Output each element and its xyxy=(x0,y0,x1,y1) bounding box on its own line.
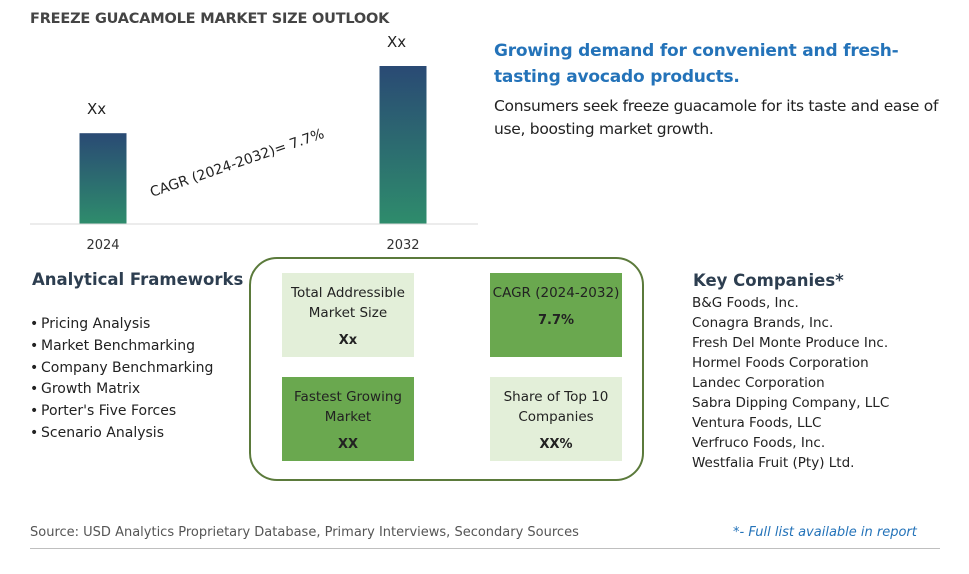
list-item: Sabra Dipping Company, LLC xyxy=(692,395,890,411)
list-item: Market Benchmarking xyxy=(30,336,213,358)
x-tick-label: 2032 xyxy=(386,238,419,253)
tile-value: XX xyxy=(337,437,359,452)
list-item: Porter's Five Forces xyxy=(30,401,213,423)
bar-2024 xyxy=(79,133,127,224)
tam-tile: Total Addressible Market Size Xx xyxy=(282,273,414,357)
tile-label: Share of Top 10 Companies xyxy=(503,389,609,425)
headline-description: Consumers seek freeze guacamole for its … xyxy=(494,97,939,138)
chart-title: FREEZE GUACAMOLE MARKET SIZE OUTLOOK xyxy=(30,11,390,27)
headline: Growing demand for convenient and fresh-… xyxy=(494,41,899,87)
frameworks-list: Pricing Analysis Market Benchmarking Com… xyxy=(30,314,213,445)
list-item: Hormel Foods Corporation xyxy=(692,355,869,371)
list-item: Westfalia Fruit (Pty) Ltd. xyxy=(692,455,855,471)
tile-label: Fastest Growing Market xyxy=(294,389,402,425)
list-item: Landec Corporation xyxy=(692,375,825,391)
tile-value: XX% xyxy=(539,437,573,452)
metrics-panel xyxy=(249,257,644,481)
list-item: B&G Foods, Inc. xyxy=(692,295,799,311)
fastest-market-tile: Fastest Growing Market XX xyxy=(282,377,414,461)
tile-label: CAGR (2024-2032) xyxy=(492,285,620,301)
list-item: Scenario Analysis xyxy=(30,423,213,445)
data-label: Xx xyxy=(87,100,106,118)
footer-divider xyxy=(30,548,940,549)
bar-2032 xyxy=(379,66,427,224)
list-item: Fresh Del Monte Produce Inc. xyxy=(692,335,889,351)
data-label: Xx xyxy=(387,33,406,51)
cagr-tile: CAGR (2024-2032) 7.7% xyxy=(490,273,622,357)
market-size-chart: Xx 2024 Xx 2032 CAGR (2024-2032)= 7.7% xyxy=(30,33,478,253)
x-tick-label: 2024 xyxy=(86,238,119,253)
tile-label: Total Addressible Market Size xyxy=(291,285,405,321)
tile-value: Xx xyxy=(338,333,358,348)
frameworks-heading: Analytical Frameworks xyxy=(32,270,244,289)
list-item: Company Benchmarking xyxy=(30,358,213,380)
companies-list: B&G Foods, Inc. Conagra Brands, Inc. Fre… xyxy=(692,293,889,473)
top10-share-tile: Share of Top 10 Companies XX% xyxy=(490,377,622,461)
full-list-note: *- Full list available in report xyxy=(733,525,917,540)
companies-heading: Key Companies* xyxy=(693,271,844,290)
list-item: Ventura Foods, LLC xyxy=(692,415,822,431)
tile-value: 7.7% xyxy=(537,313,575,328)
list-item: Growth Matrix xyxy=(30,379,213,401)
source-note: Source: USD Analytics Proprietary Databa… xyxy=(30,525,579,540)
cagr-annotation: CAGR (2024-2032)= 7.7% xyxy=(148,126,326,201)
list-item: Conagra Brands, Inc. xyxy=(692,315,834,331)
list-item: Pricing Analysis xyxy=(30,314,213,336)
list-item: Verfruco Foods, Inc. xyxy=(692,435,826,451)
